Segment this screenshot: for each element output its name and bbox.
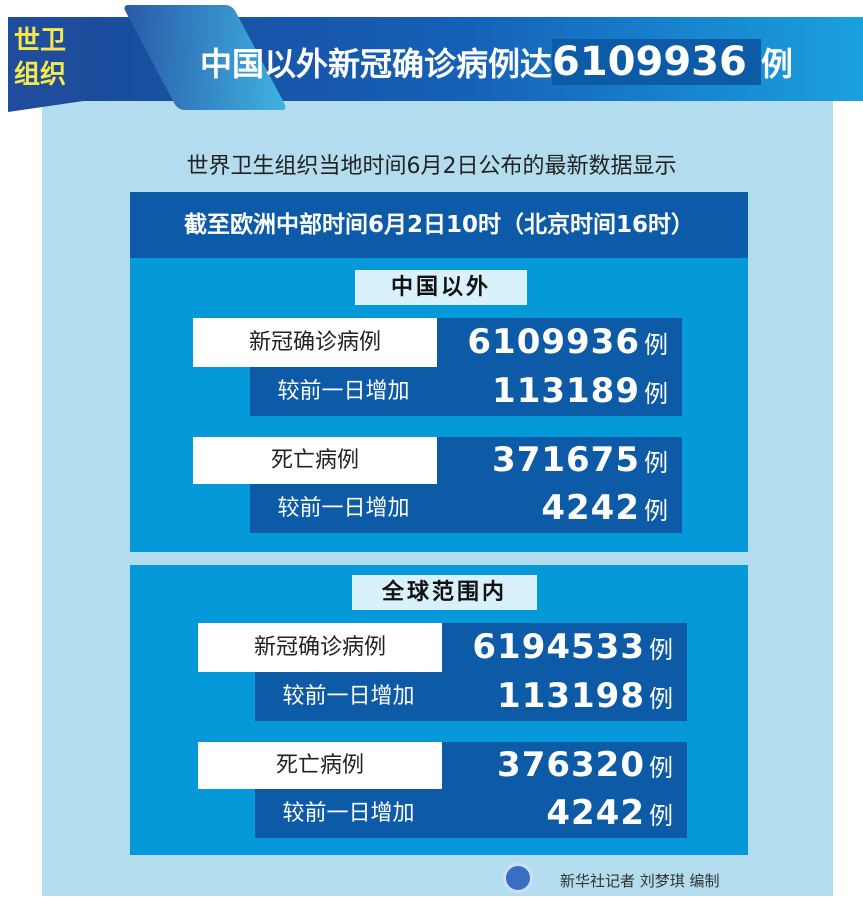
deaths-increase: 4242 [541, 488, 640, 528]
confirmed-value: 6109936 例 [437, 318, 682, 367]
who-badge [8, 17, 86, 112]
unit: 例 [644, 449, 668, 477]
deaths-label: 死亡病例 [198, 742, 442, 789]
confirmed-number: 6194533 [472, 627, 645, 667]
confirmed-label: 新冠确诊病例 [193, 318, 437, 367]
section-label: 全球范围内 [352, 575, 537, 610]
who-badge-text: 世卫组织 [14, 26, 67, 90]
increase-label: 较前一日增加 [277, 379, 410, 404]
deaths-number: 371675 [492, 440, 640, 480]
date-band: 截至欧洲中部时间6月2日10时（北京时间16时） [130, 192, 748, 258]
unit: 例 [644, 380, 668, 408]
xinhua-logo-icon [503, 863, 533, 893]
deaths-number: 376320 [497, 745, 645, 785]
increase-label: 较前一日增加 [282, 684, 415, 709]
page-title: 中国以外新冠确诊病例达6109936 例 [200, 38, 793, 87]
confirmed-increase: 113189 [492, 371, 640, 411]
deaths-value: 376320 例 [442, 742, 687, 789]
confirmed-number: 6109936 [467, 322, 640, 362]
credit: 新华社记者 刘梦琪 编制 [560, 872, 720, 890]
unit: 例 [649, 754, 673, 782]
subtitle: 世界卫生组织当地时间6月2日公布的最新数据显示 [186, 154, 677, 179]
deaths-label: 死亡病例 [193, 437, 437, 484]
title-number: 6109936 [552, 39, 761, 85]
confirmed-label: 新冠确诊病例 [198, 623, 442, 672]
deaths-increase-row: 较前一日增加 4242 例 [250, 484, 682, 533]
deaths-increase: 4242 [546, 793, 645, 833]
unit: 例 [644, 497, 668, 525]
deaths-increase-row: 较前一日增加 4242 例 [255, 789, 687, 838]
unit: 例 [649, 685, 673, 713]
title-prefix: 中国以外新冠确诊病例达 [200, 45, 553, 83]
confirmed-increase: 113198 [497, 676, 645, 716]
title-suffix: 例 [760, 45, 793, 83]
unit: 例 [649, 802, 673, 830]
increase-label: 较前一日增加 [282, 801, 415, 826]
deaths-value: 371675 例 [437, 437, 682, 484]
confirmed-increase-row: 较前一日增加 113189 例 [250, 367, 682, 416]
unit: 例 [644, 331, 668, 359]
confirmed-value: 6194533 例 [442, 623, 687, 672]
section-label: 中国以外 [355, 270, 527, 305]
increase-label: 较前一日增加 [277, 496, 410, 521]
unit: 例 [649, 636, 673, 664]
confirmed-increase-row: 较前一日增加 113198 例 [255, 672, 687, 721]
